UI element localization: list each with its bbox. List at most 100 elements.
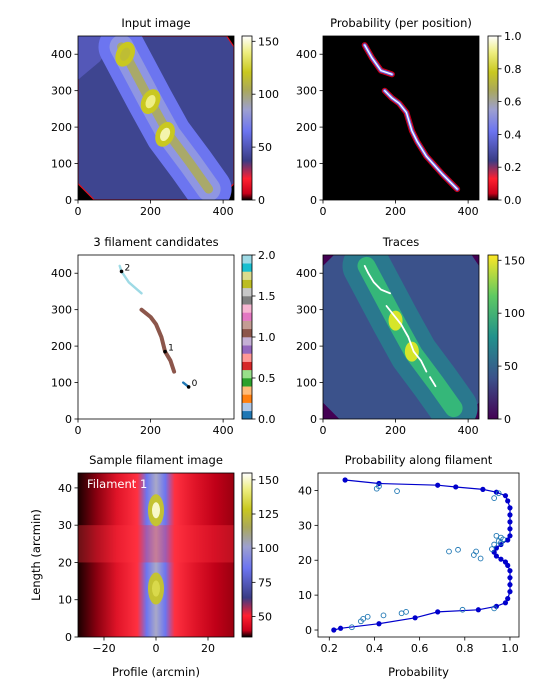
colorbar-1: 0.0 0.2 0.4 0.6 0.8 1.0 [487, 30, 522, 207]
open-point [398, 610, 405, 617]
y-tick-label: 100 [51, 158, 72, 171]
heatmap-probability [323, 36, 479, 200]
colorbar-tick-label: 100 [258, 88, 279, 101]
colorbar-block [242, 328, 252, 338]
colorbar-tick-label: 125 [258, 508, 279, 521]
heatmap-input [78, 36, 234, 200]
heatmap-sample: Filament 1 [78, 473, 234, 637]
y-tick-label: 30 [298, 519, 312, 532]
open-point [360, 616, 367, 622]
open-point [491, 495, 498, 501]
line-point [412, 615, 418, 621]
open-point [364, 613, 371, 620]
colorbar-block [242, 296, 252, 305]
y-tick-label: 100 [296, 158, 317, 171]
y-tick-label: 0 [305, 624, 312, 637]
line-point [493, 603, 500, 609]
colorbar-tick-label: 150 [258, 474, 279, 487]
y-tick-label: 10 [58, 594, 72, 607]
open-point [491, 541, 498, 548]
candidate-marker [163, 349, 167, 354]
peak-core [160, 127, 171, 142]
open-point [473, 548, 479, 555]
colorbar-block [242, 312, 252, 321]
x-tick-label: −20 [92, 642, 115, 655]
open-point [446, 548, 452, 555]
colorbar-block [242, 320, 252, 330]
axes-5: Probability along filament 0.2 0.4 0.6 0.8 1.… [298, 453, 520, 679]
bright-spot-core [152, 502, 160, 519]
colorbar-frame [487, 35, 499, 201]
x-tick-label: 200 [140, 205, 161, 218]
colorbar-block [242, 263, 252, 272]
candidate-label: 2 [125, 263, 131, 273]
heatmap-traces [323, 255, 479, 419]
candidate-marker [186, 385, 191, 389]
x-tick-label: 400 [213, 205, 234, 218]
y-tick-label: 20 [298, 554, 312, 567]
bright-spot-core [152, 580, 160, 597]
line-point [507, 575, 513, 581]
line-point [342, 477, 348, 483]
candidates: 0 1 2 [78, 255, 234, 419]
colorbar-0: 0 50 100 150 [241, 35, 279, 207]
open-point [493, 532, 500, 539]
axes-4: Sample filament image −20 0 20 0 10 20 30 40 Prof… [29, 453, 235, 679]
line-point [480, 486, 486, 492]
peak [388, 310, 403, 331]
axes-frame [77, 254, 235, 420]
colorbar-block [242, 361, 252, 371]
line-point [505, 537, 511, 543]
open-point [376, 483, 382, 490]
colorbar-block [242, 345, 252, 354]
trace-line [385, 305, 428, 373]
colorbar-tick-label: 0.0 [504, 194, 522, 207]
open-point [349, 624, 355, 631]
line-point [505, 596, 511, 602]
colorbar-block [242, 304, 252, 313]
line-point [435, 482, 441, 488]
colorbar-gradient [242, 473, 252, 637]
y-tick-label: 0 [65, 631, 72, 644]
line-point [493, 553, 500, 559]
open-point [477, 555, 484, 562]
colorbar-tick-label: 0.6 [504, 96, 522, 109]
candidate-label: 1 [168, 344, 174, 354]
axes-1: Probability (per position) 0 200 400 0 100 200… [296, 16, 480, 218]
open-point [498, 539, 504, 546]
colorbar-tick-label: 2.0 [258, 249, 276, 262]
y-tick-label: 0 [65, 194, 72, 207]
colorbar-4: 50 75 100 125 150 [241, 472, 279, 638]
y-tick-label: 0 [310, 194, 317, 207]
line-point [505, 498, 511, 504]
x-tick-label: 0 [320, 205, 327, 218]
y-tick-label: 200 [51, 340, 72, 353]
open-point [489, 546, 495, 552]
panel-title: 3 filament candidates [93, 235, 218, 249]
colorbar-tick-label: 1.5 [258, 290, 276, 303]
y-tick-label: 0 [65, 413, 72, 426]
x-tick-label: 20 [201, 642, 215, 655]
y-tick-label: 30 [58, 519, 72, 532]
candidate-label: 0 [192, 379, 198, 389]
colorbar-tick-label: 0.0 [258, 413, 276, 426]
background [323, 36, 479, 200]
colorbar-tick-label: 50 [258, 141, 272, 154]
colorbar-frame [487, 254, 499, 420]
x-tick-label: 0 [75, 205, 82, 218]
colorbar-frame [241, 35, 253, 201]
panel-title: Traces [382, 235, 420, 249]
colorbar-tick-label: 150 [258, 35, 279, 48]
y-tick-label: 200 [296, 121, 317, 134]
axes-0: Input image 0 200 400 0 100 200 300 400 [51, 16, 235, 218]
line-point [502, 600, 509, 606]
panel-title: Probability along filament [345, 453, 493, 467]
line-point [475, 607, 481, 613]
x-tick-label: 1.0 [501, 642, 519, 655]
colorbar-tick-label: 150 [504, 254, 525, 267]
colorbar-tick-label: 1.0 [504, 30, 522, 43]
colorbar-tick-label: 0.2 [504, 161, 522, 174]
x-tick-label: 200 [385, 424, 406, 437]
y-tick-label: 40 [58, 482, 72, 495]
colorbar-block [242, 353, 252, 362]
